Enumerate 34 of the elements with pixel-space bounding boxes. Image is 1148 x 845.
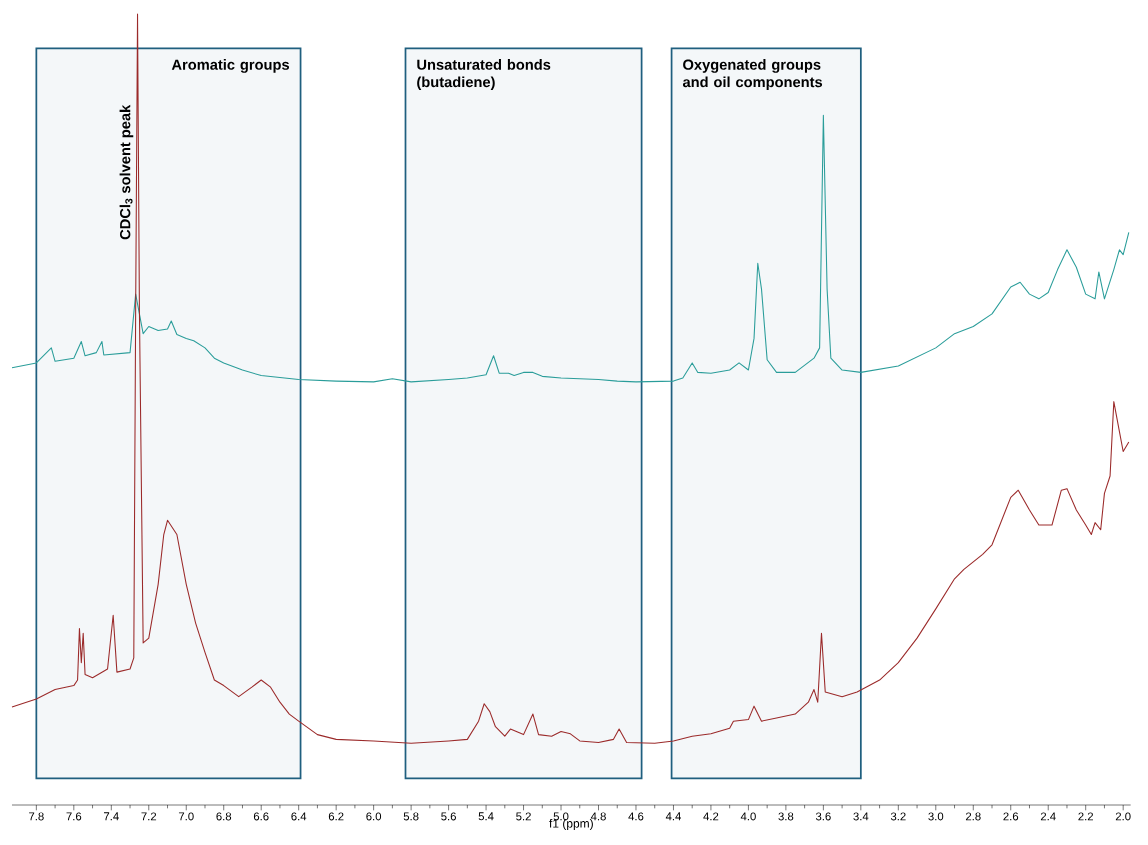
x-tick-label: 4.6 — [628, 812, 644, 821]
x-tick-label: 5.0 — [553, 812, 569, 821]
annotation: CDCl$_{3}$ solvent peak — [119, 104, 134, 240]
band-label: Oxygenated groups and oil components — [682, 59, 823, 91]
x-tick-label: 2.0 — [1115, 812, 1131, 821]
x-tick-label: 7.0 — [178, 812, 194, 821]
band-label: Aromatic groups — [171, 59, 290, 73]
x-tick-label: 4.8 — [590, 812, 606, 821]
x-tick-label: 5.4 — [478, 812, 494, 821]
x-tick-label: 2.6 — [1003, 812, 1019, 821]
x-tick-label: 5.8 — [403, 812, 419, 821]
x-tick-label: 6.8 — [216, 812, 232, 821]
x-tick-label: 7.8 — [29, 812, 44, 821]
x-tick-label: 5.2 — [516, 812, 531, 821]
x-tick-label: 3.8 — [778, 812, 794, 821]
x-tick-label: 3.0 — [928, 812, 944, 821]
x-tick-label: 3.4 — [853, 812, 869, 821]
x-tick-label: 6.4 — [291, 812, 307, 821]
band-label: Unsaturated bonds (butadiene) — [417, 59, 551, 91]
x-tick-label: 6.2 — [328, 812, 344, 821]
x-tick-label: 7.4 — [104, 812, 119, 821]
x-tick-label: 4.4 — [665, 812, 682, 821]
x-tick-label: 6.0 — [366, 812, 382, 821]
x-tick-label: 7.6 — [66, 812, 82, 821]
x-tick-label: 2.2 — [1078, 812, 1094, 821]
x-tick-label: 2.4 — [1040, 812, 1056, 821]
x-tick-label: 2.8 — [965, 812, 981, 821]
x-tick-label: 6.6 — [253, 812, 269, 821]
x-tick-label: 4.0 — [740, 812, 756, 821]
x-tick-label: 3.2 — [890, 812, 906, 821]
x-tick-label: 3.6 — [815, 812, 831, 821]
x-tick-label: 5.6 — [441, 812, 456, 821]
x-tick-label: 7.2 — [141, 812, 157, 821]
x-tick-label: 4.2 — [703, 812, 719, 821]
